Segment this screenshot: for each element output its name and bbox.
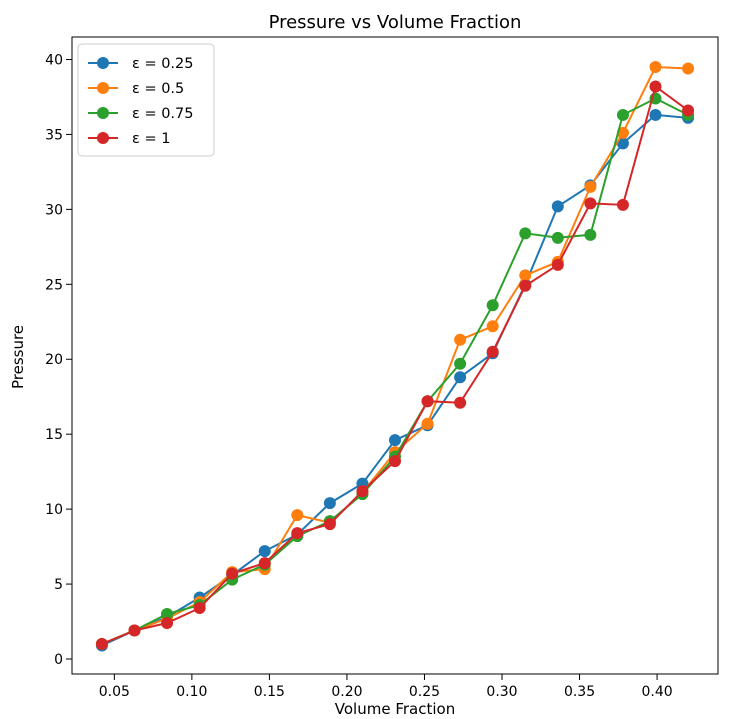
x-tick-label: 0.10 bbox=[176, 684, 207, 700]
data-point bbox=[649, 60, 662, 73]
y-tick-label: 40 bbox=[45, 52, 63, 68]
y-tick-label: 30 bbox=[45, 202, 63, 218]
x-tick-label: 0.15 bbox=[254, 684, 285, 700]
data-point bbox=[323, 497, 336, 510]
data-point bbox=[161, 608, 174, 621]
data-point bbox=[551, 258, 564, 271]
data-point bbox=[389, 455, 401, 468]
data-point bbox=[193, 602, 206, 615]
y-tick-label: 10 bbox=[45, 502, 63, 518]
legend: ε = 0.25 ε = 0.5 ε = 0.75 ε = 1 bbox=[77, 43, 215, 157]
legend-label: ε = 0.5 bbox=[132, 81, 184, 97]
data-point bbox=[519, 227, 532, 240]
x-tick-label: 0.35 bbox=[564, 684, 595, 700]
legend-label: ε = 0.25 bbox=[132, 56, 194, 72]
series-4 bbox=[95, 80, 695, 651]
chart-title: Pressure vs Volume Fraction bbox=[269, 12, 522, 33]
data-point bbox=[389, 434, 401, 447]
legend-item: ε = 1 bbox=[88, 131, 170, 147]
y-tick-label: 35 bbox=[45, 127, 63, 143]
data-point bbox=[616, 137, 629, 150]
data-point bbox=[682, 104, 695, 117]
y-tick-label: 5 bbox=[54, 577, 63, 593]
data-point bbox=[616, 108, 629, 121]
data-point bbox=[486, 345, 499, 358]
data-point bbox=[454, 357, 467, 370]
y-tick-label: 20 bbox=[45, 352, 63, 368]
data-point bbox=[616, 198, 629, 211]
y-tick-label: 0 bbox=[54, 652, 63, 668]
y-axis-label: Pressure bbox=[9, 325, 27, 389]
data-point bbox=[584, 228, 597, 241]
data-point bbox=[454, 333, 467, 346]
legend-item: ε = 0.25 bbox=[88, 56, 194, 72]
legend-box bbox=[77, 43, 215, 157]
data-point bbox=[551, 200, 564, 213]
data-point bbox=[649, 80, 662, 93]
data-point bbox=[226, 567, 239, 580]
legend-label: ε = 1 bbox=[132, 131, 170, 147]
data-point bbox=[584, 197, 597, 210]
legend-marker bbox=[97, 107, 109, 119]
data-point bbox=[356, 485, 369, 498]
legend-marker bbox=[97, 132, 109, 144]
x-axis: 0.05 0.10 0.15 0.20 0.25 0.30 0.35 0.40 bbox=[99, 674, 673, 700]
data-point bbox=[128, 624, 141, 637]
series-layer bbox=[95, 60, 695, 652]
data-point bbox=[682, 62, 695, 75]
legend-marker bbox=[97, 57, 109, 69]
data-point bbox=[95, 638, 108, 651]
data-point bbox=[258, 557, 271, 570]
legend-item: ε = 0.75 bbox=[88, 106, 194, 122]
data-point bbox=[584, 180, 597, 193]
data-point bbox=[323, 518, 336, 531]
data-point bbox=[519, 279, 532, 292]
data-point bbox=[454, 371, 467, 384]
data-point bbox=[291, 527, 304, 540]
data-point bbox=[161, 617, 174, 630]
x-tick-label: 0.30 bbox=[486, 684, 517, 700]
y-tick-label: 15 bbox=[45, 427, 63, 443]
legend-marker bbox=[97, 82, 109, 94]
y-tick-label: 25 bbox=[45, 277, 63, 293]
data-point bbox=[616, 126, 629, 139]
x-tick-label: 0.25 bbox=[409, 684, 440, 700]
data-point bbox=[454, 396, 467, 409]
data-point bbox=[291, 509, 304, 522]
x-axis-label: Volume Fraction bbox=[335, 700, 455, 718]
data-point bbox=[421, 417, 434, 430]
data-point bbox=[649, 108, 662, 121]
x-tick-label: 0.40 bbox=[641, 684, 672, 700]
data-point bbox=[258, 545, 271, 558]
data-point bbox=[421, 395, 434, 408]
data-point bbox=[519, 269, 532, 282]
data-point bbox=[486, 320, 499, 333]
legend-label: ε = 0.75 bbox=[132, 106, 194, 122]
data-point bbox=[551, 231, 564, 244]
x-tick-label: 0.05 bbox=[99, 684, 130, 700]
data-point bbox=[486, 299, 499, 312]
y-axis: 0 5 10 15 20 25 30 35 40 bbox=[45, 52, 72, 668]
legend-item: ε = 0.5 bbox=[88, 81, 184, 97]
x-tick-label: 0.20 bbox=[331, 684, 362, 700]
